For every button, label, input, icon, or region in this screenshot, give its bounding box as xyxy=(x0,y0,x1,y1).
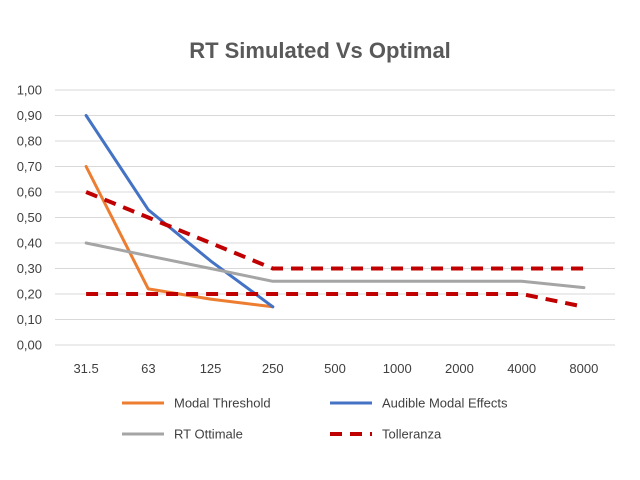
series-line-4 xyxy=(85,190,584,271)
x-tick-label: 500 xyxy=(324,361,346,376)
x-tick-label: 8000 xyxy=(569,361,598,376)
x-tick-label: 125 xyxy=(200,361,222,376)
x-tick-label: 4000 xyxy=(507,361,536,376)
legend-label: RT Ottimale xyxy=(174,427,243,442)
series-line-5 xyxy=(86,292,585,309)
y-tick-label: 0,50 xyxy=(17,210,42,225)
y-tick-label: 0,40 xyxy=(17,236,42,251)
legend: Modal Threshold Audible Modal Effects RT O… xyxy=(122,396,508,442)
y-tick-label: 0,30 xyxy=(17,261,42,276)
y-tick-label: 0,70 xyxy=(17,159,42,174)
y-tick-label: 0,90 xyxy=(17,108,42,123)
legend-label: Modal Threshold xyxy=(174,396,271,411)
y-axis-ticks: 0,00 0,10 0,20 0,30 0,40 0,50 0,60 0,70 0,80 0,90… xyxy=(17,83,42,353)
x-tick-label: 63 xyxy=(141,361,155,376)
series-line-2 xyxy=(84,114,275,309)
y-tick-label: 1,00 xyxy=(17,83,42,98)
legend-label: Tolleranza xyxy=(382,427,442,442)
x-tick-label: 31.5 xyxy=(73,361,98,376)
series-line-1 xyxy=(84,165,275,309)
chart-title: RT Simulated Vs Optimal xyxy=(189,38,451,63)
x-tick-label: 2000 xyxy=(445,361,474,376)
y-tick-label: 0,80 xyxy=(17,134,42,149)
series-line-3 xyxy=(84,241,586,290)
x-tick-label: 250 xyxy=(262,361,284,376)
series-lines xyxy=(84,114,586,309)
y-tick-label: 0,00 xyxy=(17,338,42,353)
x-axis-ticks: 31.5 63 125 250 500 1000 2000 4000 8000 xyxy=(73,361,598,376)
legend-label: Audible Modal Effects xyxy=(382,396,508,411)
y-tick-label: 0,60 xyxy=(17,185,42,200)
x-tick-label: 1000 xyxy=(383,361,412,376)
y-tick-label: 0,10 xyxy=(17,312,42,327)
y-tick-label: 0,20 xyxy=(17,287,42,302)
